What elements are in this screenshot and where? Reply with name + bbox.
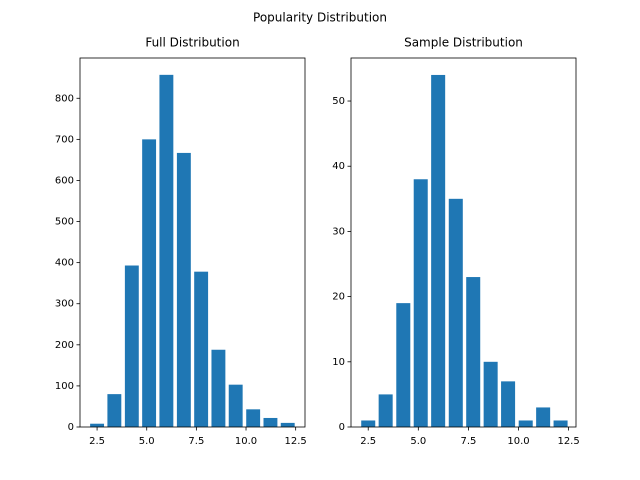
- bar: [107, 394, 122, 427]
- x-tick-label: 12.5: [285, 436, 307, 447]
- y-tick-label: 800: [55, 93, 74, 104]
- y-tick-label: 0: [339, 422, 345, 433]
- bar: [483, 361, 498, 427]
- y-tick-label: 200: [55, 340, 74, 351]
- y-tick-label: 600: [55, 175, 74, 186]
- bar: [448, 198, 463, 427]
- y-tick-label: 100: [55, 381, 74, 392]
- bar: [142, 139, 157, 427]
- y-tick-label: 500: [55, 217, 74, 228]
- y-tick-label: 30: [332, 226, 345, 237]
- x-tick-label: 7.5: [188, 436, 204, 447]
- axes-frame: [79, 57, 306, 428]
- subplot-title: Sample Distribution: [404, 36, 523, 50]
- x-tick-label: 10.0: [507, 436, 529, 447]
- bar: [466, 277, 481, 427]
- x-tick-label: 10.0: [235, 436, 257, 447]
- bar: [361, 420, 376, 427]
- subplot-title: Full Distribution: [145, 36, 239, 50]
- bar: [536, 407, 551, 427]
- bar: [396, 303, 411, 427]
- bar: [263, 417, 278, 427]
- bar: [431, 74, 446, 427]
- x-tick-label: 7.5: [460, 436, 476, 447]
- y-tick-label: 20: [332, 292, 345, 303]
- y-tick-label: 400: [55, 258, 74, 269]
- y-tick-label: 10: [332, 357, 345, 368]
- bar: [378, 394, 393, 427]
- x-tick-label: 2.5: [89, 436, 105, 447]
- x-tick-label: 5.0: [139, 436, 155, 447]
- axes-frame: [350, 57, 577, 428]
- x-tick-label: 12.5: [557, 436, 579, 447]
- bar: [176, 152, 191, 427]
- bar: [159, 74, 174, 427]
- bar: [246, 409, 261, 427]
- bar: [553, 420, 568, 427]
- y-tick-label: 300: [55, 299, 74, 310]
- y-tick-label: 700: [55, 134, 74, 145]
- bar: [280, 422, 295, 427]
- bar: [228, 384, 243, 427]
- bar: [413, 179, 428, 427]
- x-tick-label: 5.0: [410, 436, 426, 447]
- bar: [501, 381, 516, 427]
- bar: [124, 265, 139, 427]
- y-tick-label: 40: [332, 161, 345, 172]
- bar: [194, 271, 209, 427]
- bar: [90, 423, 105, 427]
- figure-title: Popularity Distribution: [253, 11, 387, 25]
- bar: [211, 349, 226, 427]
- x-tick-label: 2.5: [360, 436, 376, 447]
- y-tick-label: 50: [332, 96, 345, 107]
- y-tick-label: 0: [68, 422, 74, 433]
- bar: [518, 420, 533, 427]
